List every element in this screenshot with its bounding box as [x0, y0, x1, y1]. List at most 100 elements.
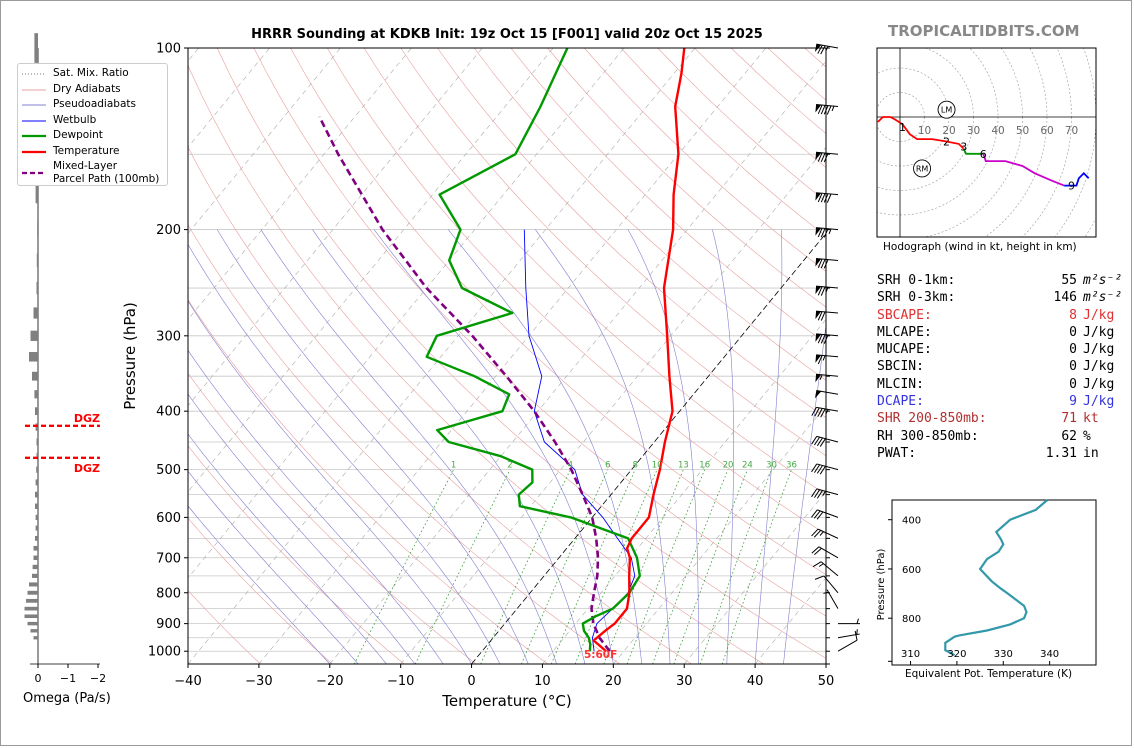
wind-barb	[815, 285, 839, 296]
stat-row: MLCAPE: 0 J/kg	[877, 324, 1122, 341]
hodograph-frame	[876, 47, 1097, 238]
hodograph-height-label: 9	[1068, 180, 1075, 193]
dry-adiabat	[188, 372, 477, 664]
omega-bar	[37, 221, 38, 238]
mixing-ratio-label: 24	[742, 461, 753, 471]
stat-value: 8	[1069, 307, 1077, 323]
brand-logo: TROPICALTIDBITS.COM	[888, 22, 1080, 40]
wind-barb	[811, 488, 839, 499]
storm-motion-label: RM	[916, 164, 929, 173]
hodograph-height-label: 6	[980, 148, 987, 161]
stat-label: RH 300-850mb:	[877, 428, 979, 444]
legend-label: Dry Adiabats	[53, 82, 121, 95]
dry-adiabat	[510, 48, 826, 344]
stat-row: SRH 0-3km: 146 m²s⁻²	[877, 289, 1122, 306]
stat-label: PWAT:	[877, 445, 917, 461]
y-axis-label: Pressure (hPa)	[121, 302, 139, 410]
isotherm-line	[542, 318, 826, 664]
legend-swatch	[22, 150, 46, 153]
legend-swatch	[22, 104, 46, 106]
mixing-ratio-line	[699, 469, 772, 664]
theta-e-plot: 310 320 330 340 400 600 800 Pressure (hPa)	[876, 499, 1097, 666]
x-tick-label: 10	[534, 674, 551, 689]
stat-unit: kt	[1083, 411, 1099, 427]
moist-adiabat	[188, 470, 359, 664]
omega-bar	[35, 407, 38, 416]
x-tick-label: −10	[387, 674, 414, 689]
theta-e-xtick-label: 340	[1040, 649, 1059, 660]
dry-adiabat	[437, 48, 826, 418]
dry-adiabat	[188, 517, 333, 664]
skewt-plot: 1 2 4 6 8 10 13 16 20 24 30 36100200300400500600700…	[121, 42, 860, 710]
moist-adiabat	[535, 229, 671, 664]
dry-adiabat	[188, 299, 549, 664]
dry-adiabat	[327, 48, 826, 535]
omega-panel: DGZ DGZ 0 −1 −2	[24, 33, 106, 685]
hodograph-ring-label: 10	[918, 125, 931, 137]
isotherm-line	[471, 232, 826, 664]
legend-swatch	[22, 134, 46, 138]
wind-barb	[814, 43, 839, 55]
stat-unit: J/kg	[1083, 376, 1115, 392]
hodograph-trace	[1064, 172, 1090, 187]
theta-e-xtick-label: 330	[994, 649, 1013, 660]
mixing-ratio-label: 30	[766, 461, 777, 471]
wind-barb	[811, 546, 839, 559]
y-tick-label: 500	[156, 463, 181, 478]
stat-value: 1.31	[1045, 445, 1077, 461]
hodograph-trace	[962, 148, 984, 155]
mixing-ratio-line	[673, 469, 748, 664]
mixing-ratio-line	[652, 469, 729, 664]
wind-barb	[815, 310, 839, 321]
mixing-ratio-label: 36	[786, 461, 797, 471]
stat-label: SBCAPE:	[877, 307, 932, 323]
hodograph-ring	[655, 0, 1134, 260]
stat-label: SRH 0-3km:	[877, 290, 956, 306]
dry-adiabat	[188, 224, 621, 664]
omega-bar	[27, 590, 38, 595]
wind-barb	[811, 406, 839, 418]
legend-item: Dry Adiabats	[22, 83, 121, 96]
wind-barb	[815, 192, 839, 203]
stat-unit: J/kg	[1083, 359, 1115, 375]
dry-adiabat	[188, 590, 261, 664]
storm-motion-marker	[913, 159, 931, 178]
legend-label: Wetbulb	[53, 113, 97, 126]
wind-barb	[815, 151, 839, 163]
x-tick-label: 30	[676, 674, 693, 689]
moist-adiabat	[373, 229, 614, 664]
mixing-ratio-label: 8	[633, 461, 638, 471]
x-tick-label: 40	[747, 674, 764, 689]
wind-barb	[815, 333, 839, 344]
stat-row: SBCIN: 0 J/kg	[877, 358, 1122, 375]
hodograph-ring-label: 30	[967, 125, 980, 137]
mixing-ratio-label: 13	[678, 461, 689, 471]
theta-e-ylabel: Pressure (hPa)	[876, 549, 887, 621]
wind-barb	[815, 354, 839, 365]
moist-adiabat	[260, 229, 557, 664]
y-tick-label: 400	[156, 405, 181, 420]
omega-bar	[29, 352, 38, 362]
y-tick-label: 900	[156, 617, 181, 632]
chart-title: HRRR Sounding at KDKB Init: 19z Oct 15 […	[251, 27, 763, 42]
mixing-ratio-label: 20	[723, 461, 734, 471]
series-temperature	[592, 48, 686, 653]
wind-barb	[815, 373, 839, 383]
wind-barb	[815, 104, 839, 115]
y-tick-label: 200	[156, 223, 181, 238]
stat-value: 62	[1061, 428, 1077, 444]
hodograph-ring-label: 20	[942, 125, 955, 137]
hodograph-grid: 10 20 30 40 50 60 70 1 2 36 9 LM RM	[655, 0, 1134, 260]
omega-bar	[33, 636, 38, 640]
omega-bar	[35, 514, 38, 520]
moist-adiabat	[627, 229, 699, 664]
y-tick-label: 800	[156, 586, 181, 601]
omega-bar	[26, 598, 38, 603]
x-tick-label: −40	[174, 674, 201, 689]
dgz-label: DGZ	[74, 412, 100, 425]
omega-bar	[29, 582, 38, 587]
omega-bar	[33, 545, 38, 551]
stat-unit: J/kg	[1083, 342, 1115, 358]
wind-barb	[814, 389, 839, 399]
